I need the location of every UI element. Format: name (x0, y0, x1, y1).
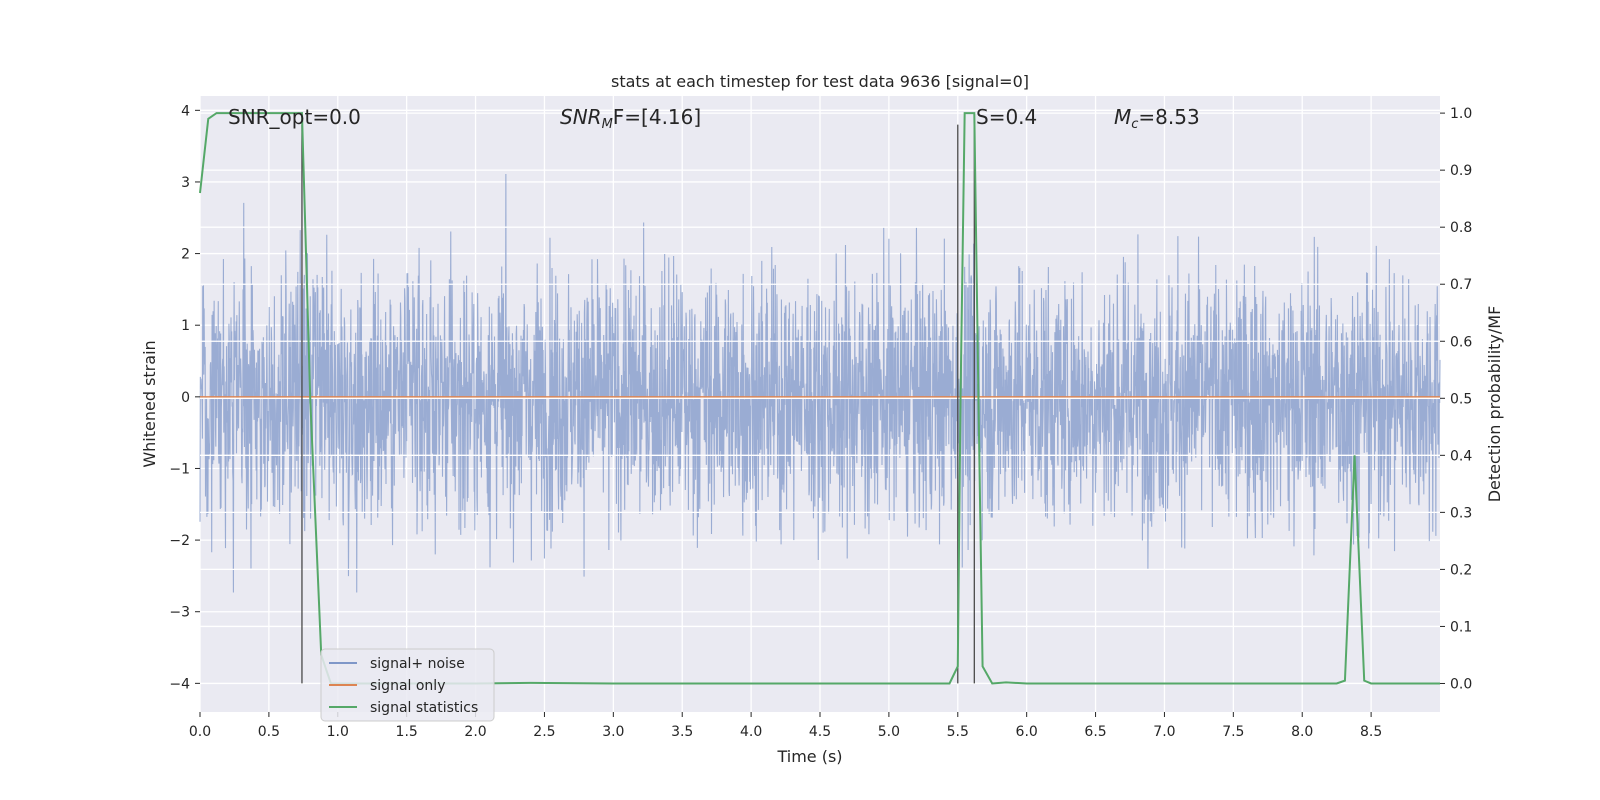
x-tick-label: 1.0 (327, 724, 349, 740)
legend-box (320, 648, 495, 722)
x-tick-label: 5.5 (947, 724, 969, 740)
y-left-tick-label: −1 (169, 461, 190, 477)
x-tick-label: 7.0 (1153, 724, 1175, 740)
x-tick-label: 2.0 (464, 724, 486, 740)
y-right-tick-label: 0.8 (1450, 220, 1472, 236)
legend-label-signal-plus-noise: signal+ noise (370, 656, 465, 672)
annotation-mc-sub: c (1131, 117, 1138, 132)
y-right-tick-label: 0.0 (1450, 676, 1472, 692)
y-left-tick-label: 4 (181, 103, 190, 119)
x-tick-label: 6.0 (1016, 724, 1038, 740)
chart-title: stats at each timestep for test data 963… (611, 72, 1029, 91)
x-tick-label: 4.0 (740, 724, 762, 740)
y-axis-left-label: Whitened strain (140, 340, 159, 467)
annotation-snr-mf-tail: F=[4.16] (613, 105, 701, 129)
signal-plus-noise-line (199, 173, 1441, 593)
annotation-s-stat: S=0.4 (976, 105, 1037, 129)
x-axis-ticks: 0.0 0.5 1.0 1.5 2.0 2.5 3.0 3.5 4.0 4.5 5.0 5.5 6.0 6… (189, 712, 1382, 740)
x-tick-label: 1.5 (396, 724, 418, 740)
y-right-tick-label: 0.3 (1450, 505, 1472, 521)
x-tick-label: 0.5 (258, 724, 280, 740)
y-right-tick-label: 0.9 (1450, 163, 1472, 179)
x-tick-label: 8.0 (1291, 724, 1313, 740)
y-left-tick-label: −2 (169, 533, 190, 549)
series-signal-statistics (199, 112, 1440, 685)
legend: signal+ noise signal only signal statist… (320, 648, 495, 722)
annotation-snr-mf: SNRMF=[4.16] (560, 105, 701, 132)
x-tick-label: 8.5 (1360, 724, 1382, 740)
y-left-tick-label: −3 (169, 605, 190, 621)
y-axis-right-label: Detection probability/MF (1485, 306, 1504, 503)
legend-label-signal-only: signal only (370, 678, 445, 694)
y-left-tick-label: 0 (181, 390, 190, 406)
y-right-tick-label: 0.4 (1450, 448, 1472, 464)
x-tick-label: 5.0 (878, 724, 900, 740)
y-left-tick-label: 3 (181, 175, 190, 191)
y-right-tick-label: 0.1 (1450, 619, 1472, 635)
y-left-tick-label: 1 (181, 318, 190, 334)
legend-label-signal-statistics: signal statistics (370, 700, 478, 716)
signal-statistics-line (199, 112, 1440, 685)
x-axis-label: Time (s) (776, 747, 842, 766)
y-axis-left-ticks: 4 3 2 1 0 −1 −2 −3 −4 (169, 103, 200, 692)
x-tick-label: 6.5 (1084, 724, 1106, 740)
x-tick-label: 3.5 (671, 724, 693, 740)
x-tick-label: 0.0 (189, 724, 211, 740)
x-tick-label: 3.0 (602, 724, 624, 740)
annotation-mc: Mc=8.53 (1114, 105, 1200, 132)
annotation-mc-tail: =8.53 (1138, 105, 1199, 129)
y-right-tick-label: 0.6 (1450, 334, 1472, 350)
y-right-tick-label: 0.2 (1450, 562, 1472, 578)
y-right-tick-label: 1.0 (1450, 106, 1472, 122)
x-tick-label: 7.5 (1222, 724, 1244, 740)
x-tick-label: 2.5 (533, 724, 555, 740)
series-signal-plus-noise (199, 173, 1441, 593)
y-left-tick-label: 2 (181, 247, 190, 263)
annotation-snr-opt: SNR_opt=0.0 (228, 105, 361, 129)
y-axis-right-ticks: 1.0 0.9 0.8 0.7 0.6 0.5 0.4 0.3 0.2 0.1 0.0 (1440, 106, 1472, 692)
y-right-tick-label: 0.5 (1450, 391, 1472, 407)
x-tick-label: 4.5 (809, 724, 831, 740)
y-left-tick-label: −4 (169, 676, 190, 692)
annotation-mc-base: M (1114, 105, 1131, 129)
annotation-snr-mf-sub: M (602, 117, 613, 132)
annotation-snr-mf-base: SNR (560, 105, 602, 129)
y-right-tick-label: 0.7 (1450, 277, 1472, 293)
